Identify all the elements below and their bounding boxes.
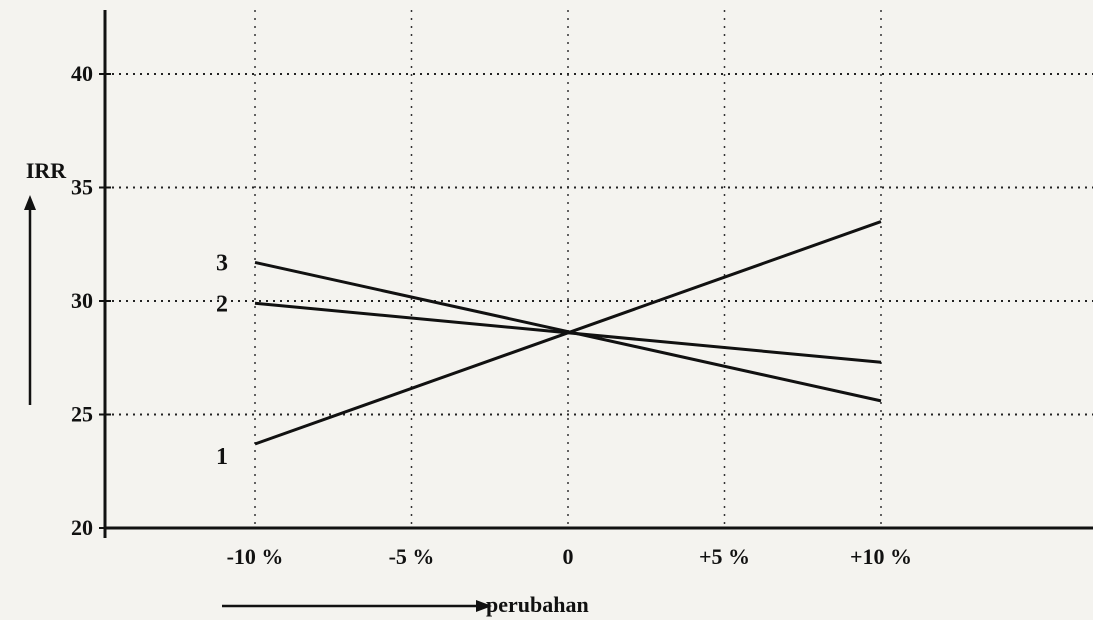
x-tick-label-1: -5 % <box>389 544 435 569</box>
y-tick-label-35: 35 <box>71 175 93 200</box>
x-axis-arrow-head <box>476 600 492 612</box>
y-axis-arrow-head <box>24 195 36 210</box>
x-tick-label-4: +10 % <box>850 544 912 569</box>
series-layer <box>254 220 882 446</box>
y-tick-label-40: 40 <box>71 61 93 86</box>
y-axis-title: IRR <box>26 158 67 183</box>
x-tick-label-3: +5 % <box>699 544 750 569</box>
axes-layer: 20 25 30 35 40 -10 % -5 % 0 +5 % +10 % <box>71 10 1093 569</box>
y-tick-label-30: 30 <box>71 288 93 313</box>
x-tick-label-2: 0 <box>563 544 574 569</box>
series-label-3: 3 <box>216 250 228 276</box>
x-tick-label-0: -10 % <box>227 544 284 569</box>
y-tick-label-20: 20 <box>71 515 93 540</box>
x-axis-title: perubahan <box>486 592 589 617</box>
labels-layer: IRR perubahan 1 2 3 <box>24 158 589 617</box>
series-line-3 <box>254 260 882 403</box>
grid-layer <box>105 10 1093 528</box>
series-label-2: 2 <box>216 291 228 317</box>
series-label-1: 1 <box>216 444 228 470</box>
y-tick-label-25: 25 <box>71 402 93 427</box>
